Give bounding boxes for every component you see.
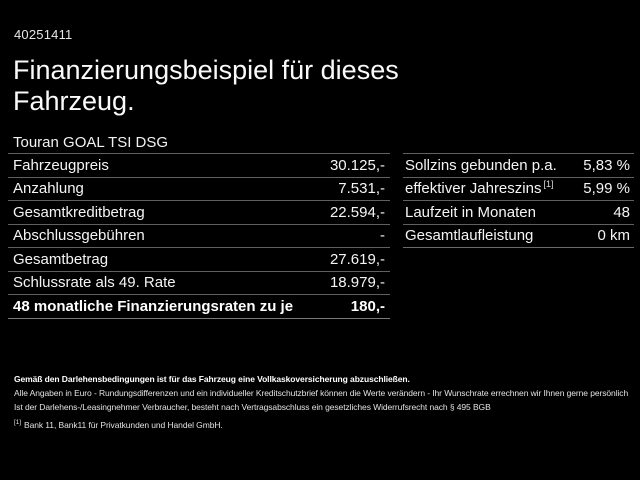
row-value: 7.531,- xyxy=(338,180,385,198)
row-label: 48 monatliche Finanzierungsraten zu je xyxy=(13,297,294,315)
row-label: Gesamtlaufleistung xyxy=(405,227,534,245)
rounding-note: Alle Angaben in Euro - Rundungsdifferenz… xyxy=(14,388,629,398)
table-row-gesamtkreditbetrag: Gesamtkreditbetrag 22.594,- xyxy=(8,200,390,224)
row-label: Gesamtkreditbetrag xyxy=(13,203,145,221)
withdrawal-note: Ist der Darlehens-/Leasingnehmer Verbrau… xyxy=(14,402,491,412)
table-row-monatsrate: 48 monatliche Finanzierungsraten zu je 1… xyxy=(8,294,390,318)
table-row-anzahlung: Anzahlung 7.531,- xyxy=(8,176,390,201)
row-value: 5,99 % xyxy=(583,180,630,198)
conditions-table: Sollzins gebunden p.a. 5,83 % effektiver… xyxy=(403,153,634,248)
table-row-abschlussgebuehren: Abschlussgebühren - xyxy=(8,223,390,248)
row-label: Fahrzeugpreis xyxy=(13,156,109,174)
vehicle-model-subtitle: Touran GOAL TSI DSG xyxy=(13,134,169,151)
bank-footnote: [1] Bank 11, Bank11 für Privatkunden und … xyxy=(14,419,223,430)
table-row-sollzins: Sollzins gebunden p.a. 5,83 % xyxy=(403,153,634,177)
row-value: - xyxy=(380,227,385,245)
footnote-marker: [1] xyxy=(14,419,21,427)
row-value: 180,- xyxy=(350,297,385,315)
row-label: Anzahlung xyxy=(13,180,84,198)
row-value: 27.619,- xyxy=(329,250,385,268)
row-value: 18.979,- xyxy=(329,274,385,292)
row-label: effektiver Jahreszins [1] xyxy=(405,179,554,198)
table-row-gesamtlaufleistung: Gesamtlaufleistung 0 km xyxy=(403,223,634,248)
row-value: 5,83 % xyxy=(583,156,630,174)
row-label: Laufzeit in Monaten xyxy=(405,203,536,221)
row-value: 0 km xyxy=(597,227,630,245)
fineprint-section: Gemäß den Darlehensbedingungen ist für d… xyxy=(14,372,640,432)
row-value: 48 xyxy=(613,203,630,221)
row-label: Schlussrate als 49. Rate xyxy=(13,274,176,292)
insurance-note: Gemäß den Darlehensbedingungen ist für d… xyxy=(14,374,410,384)
table-row-gesamtbetrag: Gesamtbetrag 27.619,- xyxy=(8,247,390,271)
table-row-schlussrate: Schlussrate als 49. Rate 18.979,- xyxy=(8,270,390,295)
row-value: 22.594,- xyxy=(329,203,385,221)
row-label: Gesamtbetrag xyxy=(13,250,109,268)
page-title: Finanzierungsbeispiel für dieses Fahrzeu… xyxy=(13,55,399,116)
table-row-effektiver-jahreszins: effektiver Jahreszins [1] 5,99 % xyxy=(403,176,634,201)
table-row-laufzeit: Laufzeit in Monaten 48 xyxy=(403,200,634,224)
table-row-fahrzeugpreis: Fahrzeugpreis 30.125,- xyxy=(8,153,390,177)
financing-table: Fahrzeugpreis 30.125,- Anzahlung 7.531,-… xyxy=(8,153,390,319)
vehicle-id: 40251411 xyxy=(14,27,73,42)
row-value: 30.125,- xyxy=(329,156,385,174)
row-label: Sollzins gebunden p.a. xyxy=(405,156,557,174)
row-label: Abschlussgebühren xyxy=(13,227,145,245)
footnote-marker: [1] xyxy=(543,179,554,190)
